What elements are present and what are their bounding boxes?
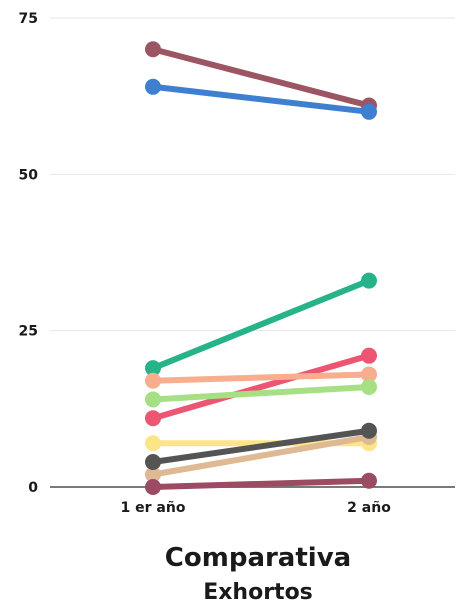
series-4 [145,347,377,427]
series-line [150,477,372,490]
series-9 [145,422,377,470]
series-line [150,427,372,465]
series-line [150,277,372,372]
chart-title-line: Exhortos [203,580,313,605]
x-category-label: 2 año [347,500,391,516]
series-3 [145,272,377,377]
series-line [150,383,372,403]
x-category-label: 1 er año [121,500,186,516]
data-point [145,41,161,58]
data-point [361,378,377,395]
data-point [145,453,161,470]
data-point [145,360,161,377]
data-point [361,472,377,489]
y-tick-label: 75 [19,11,38,27]
chart-title: Comparativa Exhortos [165,543,351,605]
series-group [145,41,377,495]
data-point [145,391,161,408]
series-5 [145,366,377,389]
y-tick-label: 0 [28,480,38,496]
series-line [150,46,372,109]
y-tick-label: 25 [19,324,38,340]
gridlines [50,17,455,488]
data-point [145,466,161,483]
series-1 [145,41,377,114]
data-point [145,479,161,495]
data-point [361,366,377,383]
data-point [361,347,377,364]
data-point [145,435,161,452]
x-axis-labels: 1 er año 2 año [121,500,392,516]
data-point [145,372,161,389]
y-axis-ticks: 0 25 50 75 [19,11,39,496]
series-line [150,352,372,422]
data-point [361,272,377,289]
series-6 [145,378,377,408]
data-point [361,103,377,120]
series-line [150,433,372,478]
series-10 [145,472,377,495]
y-tick-label: 50 [19,167,39,183]
data-point [145,78,161,95]
data-point [145,410,161,427]
series-2 [145,78,377,120]
series-line [150,83,372,115]
data-point [361,422,377,439]
series-line [150,371,372,384]
chart-title-line: Comparativa [165,543,351,573]
